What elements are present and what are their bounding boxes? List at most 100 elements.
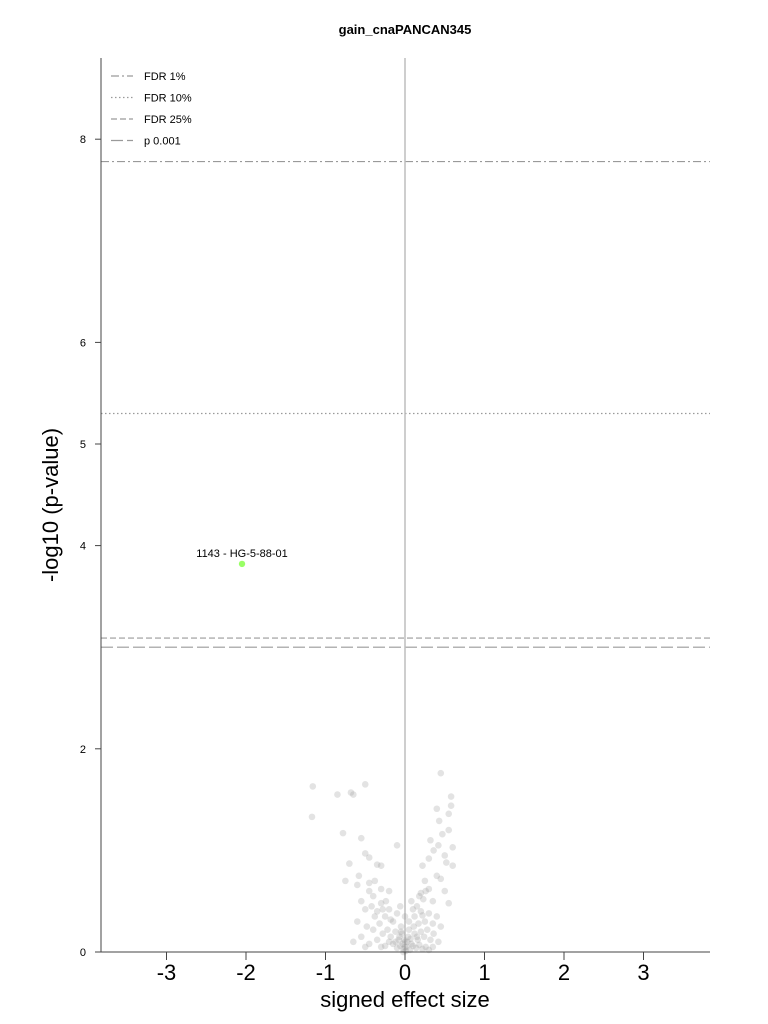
highlight-group: 1143 - HG-5-88-01	[196, 548, 288, 568]
data-point	[416, 941, 423, 949]
x-tick-label: -2	[236, 960, 256, 985]
data-point	[396, 933, 403, 941]
data-point	[412, 944, 420, 952]
data-point	[419, 895, 427, 903]
legend: FDR 1% FDR 10% FDR 25% p 0.001	[111, 71, 192, 148]
data-point	[425, 910, 433, 917]
data-point	[309, 783, 317, 790]
data-point	[427, 836, 434, 844]
data-point	[361, 781, 369, 788]
chart-title: gain_cnaPANCAN345	[339, 22, 472, 37]
data-point	[357, 933, 365, 941]
data-point	[363, 923, 371, 930]
data-point	[393, 842, 401, 849]
data-point	[447, 802, 455, 809]
data-point	[365, 887, 373, 895]
data-point	[389, 918, 397, 925]
y-tick-label: 0	[80, 947, 86, 959]
data-point	[361, 850, 369, 857]
data-point	[445, 899, 453, 907]
data-point	[408, 940, 415, 948]
data-point	[402, 947, 410, 955]
data-point	[443, 859, 450, 866]
axes: 0 2 4 5 6 8 -3 -2 -1 0 1 2 3	[80, 58, 710, 985]
data-point	[433, 913, 441, 920]
data-point	[387, 916, 394, 923]
data-point	[437, 875, 445, 883]
data-point	[373, 936, 381, 944]
data-point	[411, 930, 418, 938]
data-point	[439, 830, 446, 838]
data-point	[404, 933, 412, 941]
data-point	[387, 933, 394, 941]
data-point	[435, 842, 442, 849]
data-point	[401, 943, 409, 951]
data-point	[347, 789, 355, 796]
data-point	[429, 897, 437, 905]
data-point	[334, 791, 341, 798]
data-point	[441, 887, 449, 895]
data-point	[357, 834, 365, 842]
data-point	[413, 933, 421, 941]
x-tick-label: 2	[558, 960, 570, 985]
data-point	[354, 881, 361, 889]
data-point	[422, 943, 429, 951]
data-point	[425, 885, 433, 893]
data-point	[385, 906, 393, 913]
data-point	[397, 923, 405, 930]
data-point	[407, 935, 414, 943]
data-point	[405, 918, 413, 925]
data-point	[379, 906, 387, 913]
data-point	[376, 920, 383, 927]
data-point	[346, 860, 353, 867]
data-point	[373, 908, 381, 915]
data-point	[396, 902, 404, 910]
data-points	[308, 769, 457, 956]
data-point	[449, 844, 457, 851]
y-tick-label: 2	[80, 744, 86, 756]
data-point	[408, 897, 415, 905]
data-point	[398, 930, 406, 938]
y-axis-label: -log10 (p-value)	[38, 428, 63, 582]
data-point	[381, 913, 389, 920]
data-point	[365, 940, 373, 948]
x-axis-label: signed effect size	[320, 987, 490, 1012]
highlight-label: 1143 - HG-5-88-01	[196, 548, 288, 560]
data-point	[377, 862, 385, 869]
data-point	[342, 877, 349, 885]
data-point	[437, 923, 445, 930]
data-point	[393, 910, 401, 917]
y-tick-label: 4	[80, 541, 86, 553]
data-point	[379, 930, 387, 938]
data-point	[392, 938, 399, 946]
data-point	[365, 854, 373, 861]
data-point	[401, 938, 409, 946]
data-point	[411, 913, 418, 920]
data-point	[393, 944, 401, 952]
data-point	[421, 918, 429, 925]
data-point	[368, 902, 375, 910]
data-point	[429, 943, 437, 951]
highlight-point	[238, 560, 246, 568]
data-point	[377, 899, 385, 907]
data-point	[445, 826, 453, 834]
data-point	[410, 923, 418, 930]
data-point	[419, 912, 426, 919]
data-point	[416, 892, 423, 900]
data-point	[357, 897, 365, 905]
threshold-lines	[101, 58, 710, 952]
data-point	[429, 920, 437, 927]
data-point	[419, 862, 426, 869]
data-point	[350, 791, 357, 798]
data-point	[339, 829, 347, 837]
data-point	[414, 936, 422, 944]
data-point	[404, 938, 411, 946]
data-point	[430, 847, 437, 854]
x-tick-label: -1	[316, 960, 336, 985]
data-point	[420, 933, 428, 941]
data-point	[417, 928, 425, 935]
data-point	[400, 936, 408, 944]
data-point	[409, 906, 417, 913]
x-tick-label: 3	[637, 960, 649, 985]
